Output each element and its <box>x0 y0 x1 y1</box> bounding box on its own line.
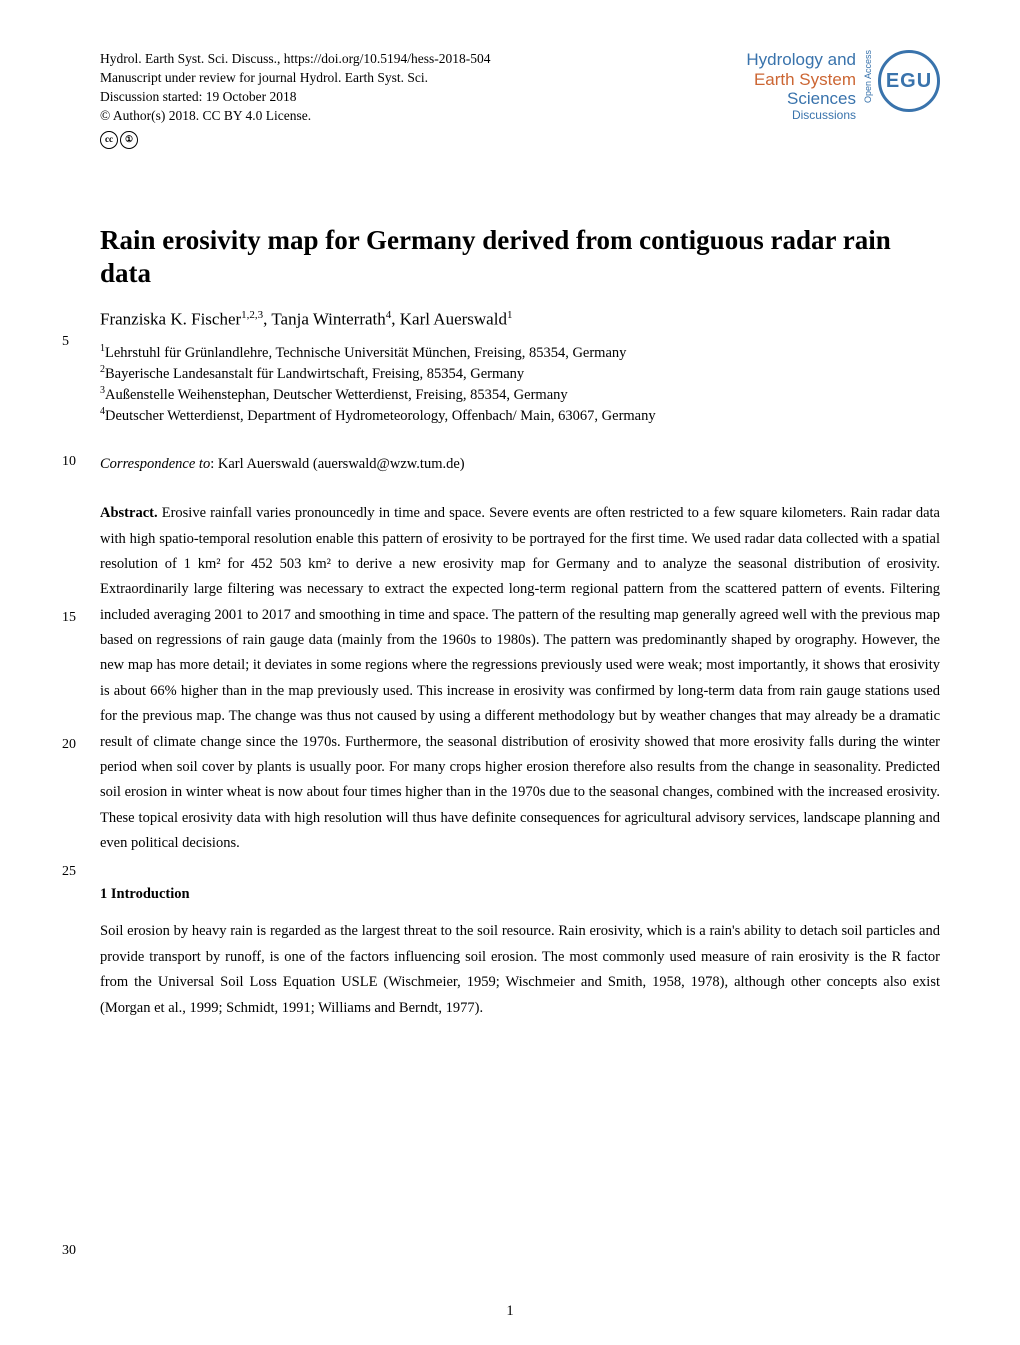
affiliation-2: 2Bayerische Landesanstalt für Landwirtsc… <box>100 363 940 384</box>
section-1-heading: 1 Introduction <box>100 886 940 903</box>
correspondence-label: Correspondence to <box>100 456 210 472</box>
line-number-15: 15 <box>62 610 76 626</box>
author-2: , Tanja Winterrath <box>263 310 386 329</box>
affiliation-4: 4Deutscher Wetterdienst, Department of H… <box>100 405 940 426</box>
author-3: , Karl Auerswald <box>391 310 507 329</box>
aff-1-text: Lehrstuhl für Grünlandlehre, Technische … <box>105 345 626 361</box>
author-1-sup: 1,2,3 <box>241 309 263 321</box>
journal-logo: Hydrology and Earth System Sciences Disc… <box>746 50 856 122</box>
cc-license-badge: cc ① <box>100 131 138 149</box>
header-date: Discussion started: 19 October 2018 <box>100 88 491 107</box>
open-access-label: Open Access <box>863 50 873 103</box>
affiliation-3: 3Außenstelle Weihenstephan, Deutscher We… <box>100 384 940 405</box>
paper-title: Rain erosivity map for Germany derived f… <box>100 224 940 292</box>
affiliations: 1Lehrstuhl für Grünlandlehre, Technische… <box>100 342 940 427</box>
header-logo-area: Hydrology and Earth System Sciences Disc… <box>746 50 940 122</box>
header-license: © Author(s) 2018. CC BY 4.0 License. <box>100 107 491 126</box>
header-doi: Hydrol. Earth Syst. Sci. Discuss., https… <box>100 50 491 69</box>
header-area: Hydrol. Earth Syst. Sci. Discuss., https… <box>100 50 940 149</box>
affiliation-1: 1Lehrstuhl für Grünlandlehre, Technische… <box>100 342 940 363</box>
line-number-10: 10 <box>62 454 76 470</box>
line-number-20: 20 <box>62 737 76 753</box>
author-1: Franziska K. Fischer <box>100 310 241 329</box>
abstract-text: Erosive rainfall varies pronouncedly in … <box>100 505 940 851</box>
line-number-25: 25 <box>62 864 76 880</box>
authors-line: Franziska K. Fischer1,2,3, Tanja Winterr… <box>100 309 940 330</box>
line-number-30: 30 <box>62 1243 76 1259</box>
abstract-label: Abstract. <box>100 505 158 521</box>
logo-sciences: Sciences <box>746 89 856 109</box>
aff-2-text: Bayerische Landesanstalt für Landwirtsch… <box>105 366 524 382</box>
egu-badge: EGU <box>878 50 940 112</box>
abstract: Abstract. Erosive rainfall varies pronou… <box>100 501 940 856</box>
cc-icon: cc <box>100 131 118 149</box>
introduction-text: Soil erosion by heavy rain is regarded a… <box>100 919 940 1021</box>
logo-hydrology: Hydrology and <box>746 50 856 70</box>
aff-3-text: Außenstelle Weihenstephan, Deutscher Wet… <box>105 387 568 403</box>
logo-discussions: Discussions <box>746 109 856 123</box>
header-journal: Manuscript under review for journal Hydr… <box>100 69 491 88</box>
header-citation: Hydrol. Earth Syst. Sci. Discuss., https… <box>100 50 491 149</box>
correspondence-text: : Karl Auerswald (auerswald@wzw.tum.de) <box>210 456 464 472</box>
author-3-sup: 1 <box>507 309 513 321</box>
line-number-5: 5 <box>62 334 69 350</box>
correspondence: Correspondence to: Karl Auerswald (auers… <box>100 456 940 473</box>
page-number: 1 <box>506 1303 513 1320</box>
by-icon: ① <box>120 131 138 149</box>
aff-4-text: Deutscher Wetterdienst, Department of Hy… <box>105 408 656 424</box>
logo-earth-system: Earth System <box>746 70 856 90</box>
